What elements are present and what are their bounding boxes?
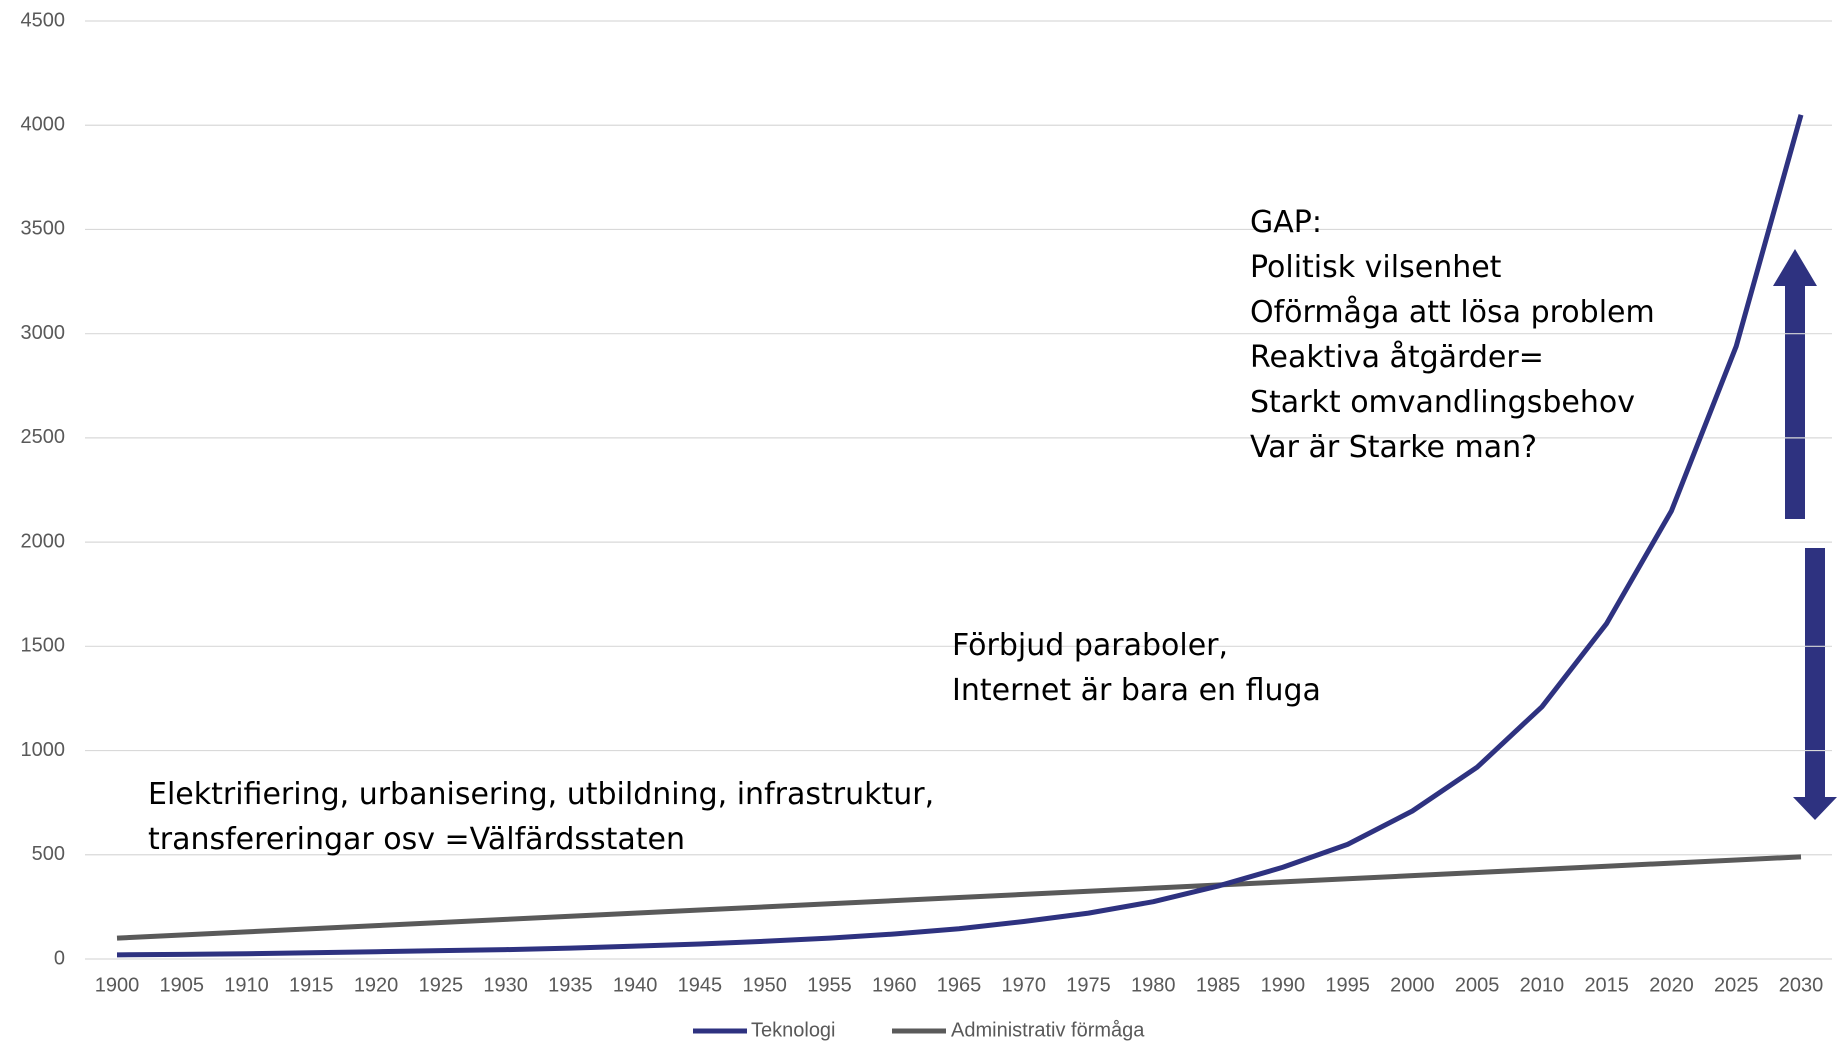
- x-tick-label: 1950: [742, 974, 787, 996]
- gap-arrow-down: [1793, 548, 1837, 820]
- legend-label: Teknologi: [751, 1019, 836, 1041]
- x-tick-label: 1990: [1261, 974, 1306, 996]
- y-tick-label: 1500: [21, 635, 66, 657]
- y-tick-label: 2500: [21, 426, 66, 448]
- y-tick-label: 3500: [21, 218, 66, 240]
- annotation: Internet är bara en fluga: [952, 673, 1321, 708]
- y-tick-label: 0: [54, 947, 65, 969]
- y-tick-label: 4500: [21, 9, 66, 31]
- x-tick-label: 2010: [1520, 974, 1565, 996]
- x-tick-label: 1900: [95, 974, 140, 996]
- x-tick-label: 1995: [1325, 974, 1370, 996]
- x-tick-label: 1970: [1002, 974, 1047, 996]
- x-tick-label: 1975: [1066, 974, 1111, 996]
- annotation: Politisk vilsenhet: [1250, 250, 1502, 285]
- annotation: Elektrifiering, urbanisering, utbildning…: [148, 777, 934, 812]
- x-tick-label: 2000: [1390, 974, 1435, 996]
- x-tick-label: 1915: [289, 974, 334, 996]
- x-tick-label: 2005: [1455, 974, 1500, 996]
- series-line: [116, 114, 1804, 958]
- annotation: Oförmåga att lösa problem: [1250, 295, 1655, 330]
- x-tick-label: 2030: [1779, 974, 1824, 996]
- x-tick-label: 1925: [419, 974, 464, 996]
- x-tick-label: 2015: [1584, 974, 1629, 996]
- x-tick-label: 1945: [678, 974, 723, 996]
- x-tick-label: 1920: [354, 974, 399, 996]
- annotation: Reaktiva åtgärder=: [1250, 340, 1544, 375]
- x-tick-label: 1980: [1131, 974, 1176, 996]
- x-tick-label: 2020: [1649, 974, 1694, 996]
- y-tick-label: 1000: [21, 739, 66, 761]
- series-line: [116, 854, 1802, 941]
- annotation: transfereringar osv =Välfärdsstaten: [148, 822, 685, 857]
- y-tick-label: 2000: [21, 530, 66, 552]
- gap-arrow-up: [1773, 249, 1817, 519]
- x-tick-label: 1905: [160, 974, 205, 996]
- y-tick-label: 500: [32, 843, 65, 865]
- annotation: Var är Starke man?: [1250, 430, 1537, 465]
- x-tick-label: 1955: [807, 974, 852, 996]
- y-tick-label: 3000: [21, 322, 66, 344]
- x-tick-label: 1940: [613, 974, 658, 996]
- x-tick-label: 1930: [483, 974, 528, 996]
- annotation: GAP:: [1250, 205, 1322, 240]
- x-tick-label: 2025: [1714, 974, 1759, 996]
- legend-label: Administrativ förmåga: [951, 1019, 1145, 1041]
- x-tick-label: 1965: [937, 974, 982, 996]
- x-tick-label: 1935: [548, 974, 593, 996]
- y-tick-label: 4000: [21, 114, 66, 136]
- annotation: Förbjud paraboler,: [952, 628, 1228, 663]
- x-tick-label: 1960: [872, 974, 917, 996]
- x-tick-label: 1985: [1196, 974, 1241, 996]
- annotation: Starkt omvandlingsbehov: [1250, 385, 1635, 420]
- x-tick-label: 1910: [224, 974, 269, 996]
